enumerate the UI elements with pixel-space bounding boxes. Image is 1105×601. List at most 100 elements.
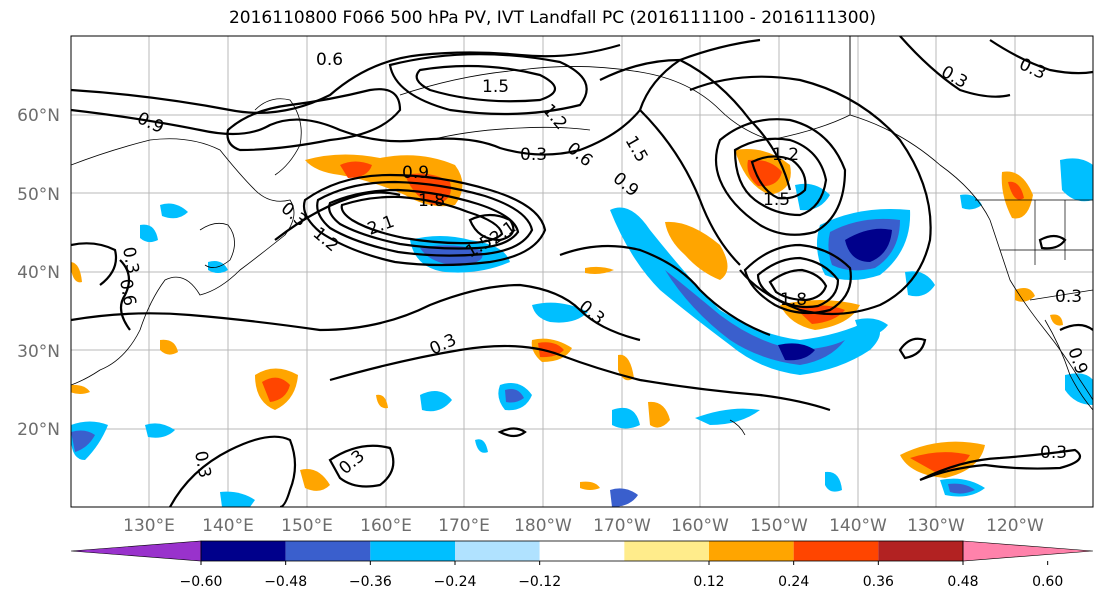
colorbar: −0.60 −0.48 −0.36 −0.24 −0.12 0.12 0.24 0.36 0.4… bbox=[70, 540, 1094, 590]
ivt-positive-patch bbox=[340, 161, 372, 178]
contour-label: 0.3 bbox=[1055, 287, 1082, 307]
colorbar-swatch bbox=[878, 541, 963, 561]
ivt-negative-patch bbox=[220, 491, 255, 507]
colorbar-swatch bbox=[539, 541, 625, 561]
ivt-negative-patch bbox=[71, 430, 95, 452]
contour-label: 0.6 bbox=[115, 277, 139, 307]
contour-label: 1.5 bbox=[763, 190, 790, 210]
contour-line bbox=[559, 244, 771, 337]
contour-line bbox=[898, 337, 927, 360]
contour-line bbox=[328, 444, 395, 488]
contour-line bbox=[689, 75, 932, 316]
colorbar-swatch bbox=[793, 541, 879, 561]
lat-label-60n: 60°N bbox=[17, 106, 60, 126]
contour-line bbox=[768, 268, 828, 302]
colorbar-swatch bbox=[370, 541, 455, 561]
map-title: 2016110800 F066 500 hPa PV, IVT Landfall… bbox=[228, 8, 876, 28]
ivt-negative-patch bbox=[948, 483, 975, 494]
ivt-positive-patch bbox=[648, 401, 670, 428]
coastline-aleutians bbox=[429, 126, 591, 141]
colorbar-tick-label: −0.24 bbox=[434, 574, 477, 590]
contour-line bbox=[340, 195, 504, 245]
contour-line bbox=[733, 137, 828, 217]
colorbar-extend-low bbox=[70, 540, 202, 562]
lon-label: 160°E bbox=[360, 516, 412, 536]
ivt-negative-patch bbox=[610, 488, 638, 507]
ivt-positive-patch bbox=[71, 384, 90, 394]
state-lines bbox=[1000, 200, 1093, 265]
ivt-positive-patch bbox=[618, 354, 634, 381]
contour-line bbox=[226, 88, 402, 152]
ivt-positive-patch bbox=[795, 305, 845, 324]
coastlines bbox=[71, 36, 1093, 436]
ivt-positive-patch bbox=[747, 159, 782, 187]
contour-line bbox=[899, 36, 1011, 98]
colorbar-swatch bbox=[201, 541, 286, 561]
lon-label: 130°E bbox=[123, 516, 175, 536]
ivt-negative-patch bbox=[532, 302, 588, 323]
contour-line bbox=[468, 213, 515, 242]
coastline-hawaii bbox=[729, 419, 746, 436]
lat-label-40n: 40°N bbox=[17, 263, 60, 283]
ivt-positive-patch bbox=[160, 339, 178, 355]
colorbar-swatch bbox=[709, 541, 794, 561]
coastline-asia bbox=[71, 138, 295, 386]
pv-contours bbox=[71, 36, 1093, 507]
lon-label: 140°W bbox=[829, 516, 887, 536]
coastline-baja bbox=[1044, 319, 1093, 411]
colorbar-tick-label: 0.48 bbox=[947, 574, 978, 590]
ivt-negative-patch bbox=[665, 270, 845, 365]
border-usa-mexico bbox=[1029, 289, 1093, 301]
lat-label-30n: 30°N bbox=[17, 342, 60, 362]
ivt-negative-patch bbox=[145, 423, 175, 438]
ivt-negative-patch bbox=[845, 228, 892, 262]
coastline-north-america bbox=[849, 114, 1093, 401]
contour-line bbox=[989, 39, 1093, 75]
ivt-negative-patch bbox=[778, 343, 815, 361]
contour-line bbox=[599, 58, 792, 191]
lat-label-20n: 20°N bbox=[17, 420, 60, 440]
lon-label: 150°W bbox=[750, 516, 808, 536]
colorbar-tick-label: −0.60 bbox=[180, 574, 223, 590]
lon-label: 150°E bbox=[281, 516, 333, 536]
contour-line bbox=[71, 283, 641, 342]
ivt-negative-patch bbox=[825, 471, 842, 492]
contour-label: 1.5 bbox=[482, 77, 509, 97]
longitude-labels: 130°E 140°E 150°E 160°E 170°E 180°W 170°… bbox=[123, 516, 1044, 536]
ivt-positive-patch bbox=[262, 377, 290, 402]
contour-line bbox=[169, 435, 297, 507]
contour-line bbox=[743, 243, 852, 315]
ivt-negative-patch bbox=[612, 407, 640, 429]
contour-label: 0.9 bbox=[402, 163, 429, 183]
lon-label: 180°W bbox=[514, 516, 572, 536]
ivt-negative-patch bbox=[960, 194, 982, 210]
colorbar-tick-label: −0.48 bbox=[264, 574, 307, 590]
contour-line bbox=[316, 180, 534, 257]
contour-line bbox=[1059, 323, 1093, 331]
coastline-kamchatka bbox=[254, 98, 302, 176]
colorbar-swatch bbox=[455, 541, 540, 561]
contour-label: 0.3 bbox=[520, 145, 547, 165]
ivt-negative-patch bbox=[1065, 373, 1093, 405]
lon-label: 170°W bbox=[593, 516, 651, 536]
contour-line bbox=[714, 118, 847, 236]
contour-line bbox=[119, 259, 131, 331]
ivt-negative-patch bbox=[855, 318, 888, 336]
contour-line bbox=[497, 427, 527, 438]
ivt-negative-patch bbox=[420, 391, 452, 412]
ivt-negative-patch bbox=[475, 439, 488, 453]
contour-line bbox=[756, 256, 840, 309]
contour-line bbox=[388, 53, 588, 116]
contour-label: 0.6 bbox=[316, 50, 343, 70]
ivt-positive-patch bbox=[1050, 314, 1063, 326]
ivt-negative-patch bbox=[505, 389, 524, 403]
coastline-japan bbox=[199, 222, 235, 268]
lon-label: 130°W bbox=[907, 516, 965, 536]
colorbar-swatch bbox=[624, 541, 709, 561]
ivt-negative-patch bbox=[160, 203, 188, 219]
contour-line bbox=[71, 43, 621, 114]
ivt-positive-patch bbox=[405, 173, 451, 205]
contour-line bbox=[750, 155, 807, 200]
contour-line bbox=[274, 191, 401, 241]
